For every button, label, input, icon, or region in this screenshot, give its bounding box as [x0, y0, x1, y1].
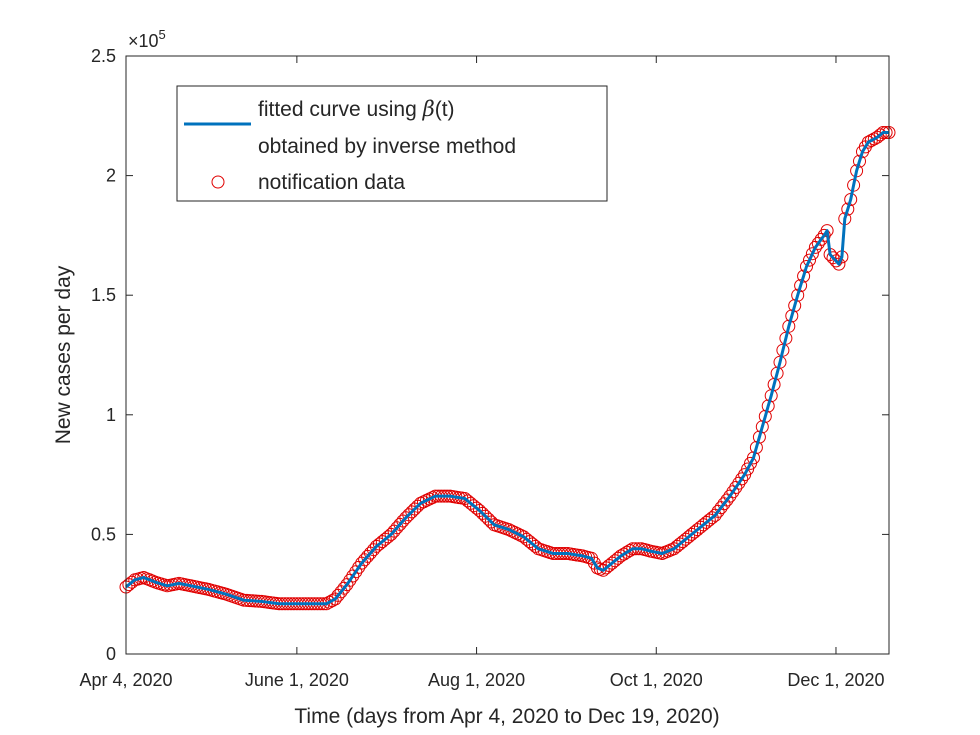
data-marker [417, 495, 430, 509]
y-tick-label: 0 [106, 644, 116, 664]
data-marker [797, 269, 811, 283]
data-marker [761, 399, 775, 413]
legend-beta-symbol: β [422, 97, 435, 121]
x-tick-label: Oct 1, 2020 [610, 670, 703, 690]
data-marker [785, 309, 799, 323]
legend-fit-suffix: (t) [435, 98, 455, 121]
data-marker [322, 595, 336, 609]
axis-ticks [125, 55, 889, 655]
y-tick-label: 1 [106, 405, 116, 425]
data-marker [752, 430, 766, 444]
fitted-curve-series [125, 131, 889, 606]
data-marker [873, 128, 887, 142]
y-tick-label: 2 [106, 166, 116, 186]
data-marker [803, 253, 816, 267]
legend: fitted curve using β(t) obtained by inve… [176, 85, 608, 202]
x-tick-label: Aug 1, 2020 [428, 670, 525, 690]
legend-entry-fit-line2: obtained by inverse method [258, 135, 516, 158]
x-axis-label: Time (days from Apr 4, 2020 to Dec 19, 2… [294, 705, 719, 728]
x-tick-label: June 1, 2020 [245, 670, 349, 690]
data-marker [502, 523, 516, 537]
data-marker [735, 472, 749, 486]
data-marker [879, 126, 893, 139]
data-marker [800, 260, 813, 273]
y-tick-label: 2.5 [91, 46, 116, 66]
axes-box [125, 55, 890, 655]
x-tick-label: Dec 1, 2020 [787, 670, 884, 690]
data-marker [853, 154, 866, 168]
data-marker [508, 526, 522, 539]
data-marker [505, 524, 519, 538]
y-exponent-power: 5 [159, 27, 166, 42]
data-marker [805, 247, 819, 261]
y-tick-label: 1.5 [91, 285, 116, 305]
data-marker [794, 279, 808, 293]
data-marker [791, 288, 805, 302]
legend-marker-swatch [211, 175, 225, 189]
data-marker [749, 441, 763, 454]
data-marker [755, 420, 769, 434]
fitted-curve-line [125, 131, 889, 606]
legend-entry-fit-line1: fitted curve using β(t) [258, 97, 455, 121]
data-marker [832, 257, 846, 271]
y-exponent: ×105 [128, 27, 166, 51]
y-axis-label: New cases per day [52, 265, 75, 444]
data-marker [747, 451, 760, 465]
data-marker [758, 409, 772, 423]
tick-labels: Apr 4, 2020 June 1, 2020 Aug 1, 2020 Oct 1,… [79, 46, 884, 690]
data-marker [788, 299, 802, 313]
legend-box [176, 85, 608, 202]
y-tick-label: 0.5 [91, 524, 116, 544]
x-tick-label: Apr 4, 2020 [79, 670, 172, 690]
legend-fit-text: fitted curve using [258, 98, 423, 121]
data-marker [414, 496, 428, 510]
data-marker [841, 202, 855, 216]
y-exponent-base: ×10 [128, 31, 159, 51]
data-marker [420, 493, 433, 507]
legend-entry-data: notification data [258, 171, 405, 194]
